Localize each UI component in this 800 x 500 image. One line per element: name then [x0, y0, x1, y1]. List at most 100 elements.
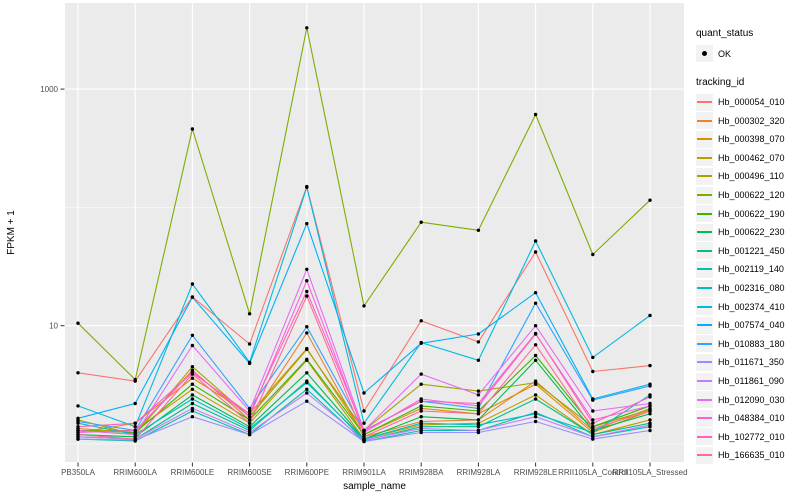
data-point: [362, 391, 366, 395]
legend-key-swatch: [696, 186, 713, 204]
data-point: [419, 372, 423, 376]
legend-key-swatch: [696, 391, 713, 409]
legend-item-label: Hb_001221_450: [718, 245, 785, 256]
legend-item-Hb_166635_010[interactable]: Hb_166635_010: [696, 446, 798, 464]
legend-item-Hb_007574_040[interactable]: Hb_007574_040: [696, 316, 798, 334]
line-swatch-icon: [697, 138, 712, 141]
legend-item-Hb_000622_120[interactable]: Hb_000622_120: [696, 186, 798, 204]
data-point: [76, 404, 80, 408]
data-point: [190, 376, 195, 380]
data-point: [247, 426, 252, 431]
data-point: [190, 409, 195, 413]
x-tick-label: RRIM901LA: [342, 468, 386, 477]
legend-item-Hb_000622_230[interactable]: Hb_000622_230: [696, 223, 798, 241]
line-swatch-icon: [697, 101, 712, 104]
legend-item-label: Hb_011861_090: [718, 376, 784, 386]
data-point: [362, 438, 366, 442]
line-swatch-icon: [697, 342, 712, 345]
data-point: [533, 239, 538, 243]
data-point: [190, 295, 195, 299]
legend-key-swatch: [696, 372, 713, 390]
data-point: [533, 112, 538, 117]
axis-labels: PB350LA RRIM600LA RRIM600LE RRIM600SE RRIM60…: [6, 85, 688, 492]
data-point: [247, 430, 252, 435]
x-tick-label: RRIM928LA: [457, 468, 501, 477]
data-point: [76, 371, 80, 375]
legend-key-swatch: [696, 93, 713, 111]
legend-item-Hb_102772_010[interactable]: Hb_102772_010: [696, 428, 798, 446]
data-point: [305, 399, 309, 403]
point-icon: [702, 51, 707, 56]
legend-item-label: Hb_000622_230: [718, 227, 785, 238]
data-point: [190, 401, 195, 406]
line-swatch-icon: [697, 268, 712, 271]
legend-item-Hb_011861_090[interactable]: Hb_011861_090: [696, 372, 798, 390]
legend-item-Hb_002374_410[interactable]: Hb_002374_410: [696, 298, 798, 316]
data-point: [247, 418, 252, 422]
data-point: [476, 404, 481, 408]
line-swatch-icon: [697, 231, 712, 234]
data-point: [133, 377, 137, 382]
line-swatch-icon: [697, 380, 712, 382]
data-point: [76, 321, 80, 325]
data-point: [419, 399, 423, 403]
data-point: [362, 409, 366, 413]
legend-item-Hb_012090_030[interactable]: Hb_012090_030: [696, 391, 798, 409]
legend-key-swatch: [696, 260, 713, 278]
data-point: [190, 372, 195, 376]
legend-item-Hb_000462_070[interactable]: Hb_000462_070: [696, 149, 798, 167]
data-point: [362, 304, 366, 308]
legend-item-Hb_000622_190[interactable]: Hb_000622_190: [696, 205, 798, 223]
data-point: [305, 279, 309, 283]
line-swatch-icon: [697, 398, 712, 401]
data-point: [648, 404, 652, 408]
data-point: [419, 426, 423, 431]
legend-item-Hb_000302_320[interactable]: Hb_000302_320: [696, 112, 798, 130]
legend-key-swatch: [696, 316, 713, 334]
data-point: [76, 432, 80, 437]
legend-item-ok[interactable]: OK: [696, 45, 798, 62]
data-point: [591, 409, 595, 413]
y-tick-label: 1000: [40, 85, 58, 94]
legend-item-label: Hb_048384_010: [718, 413, 785, 424]
legend-item-Hb_048384_010[interactable]: Hb_048384_010: [696, 409, 798, 427]
legend-item-Hb_000496_110[interactable]: Hb_000496_110: [696, 167, 798, 185]
data-point: [305, 294, 309, 298]
legend-item-label: Hb_000462_070: [718, 152, 785, 163]
data-point: [476, 228, 481, 232]
legend-item-Hb_000054_010[interactable]: Hb_000054_010: [696, 93, 798, 111]
legend-item-Hb_001221_450[interactable]: Hb_001221_450: [696, 242, 798, 260]
data-point: [591, 355, 595, 360]
legend-item-Hb_002119_140[interactable]: Hb_002119_140: [696, 260, 798, 278]
data-point: [591, 398, 595, 402]
data-point: [247, 415, 252, 419]
legend-key-swatch: [696, 279, 713, 297]
legend-item-Hb_000398_070[interactable]: Hb_000398_070: [696, 130, 798, 148]
legend-item-label: Hb_000496_110: [718, 171, 784, 182]
data-point: [190, 387, 195, 391]
data-point: [247, 342, 252, 346]
legend-item-label: Hb_011671_350: [718, 357, 784, 368]
x-tick-label: RRIM600LE: [171, 468, 215, 477]
legend-item-Hb_010883_180[interactable]: Hb_010883_180: [696, 335, 798, 353]
data-point: [190, 415, 195, 419]
line-swatch-icon: [697, 212, 712, 215]
data-point: [247, 412, 252, 416]
data-point: [190, 397, 195, 401]
data-point: [247, 421, 252, 425]
legend-item-Hb_002316_080[interactable]: Hb_002316_080: [696, 279, 798, 297]
data-point: [476, 401, 481, 406]
legend-item-label: Hb_102772_010: [718, 431, 785, 442]
data-point: [305, 26, 309, 30]
data-point: [476, 340, 481, 344]
legend: quant_status OK tracking_id Hb_000054_01…: [696, 28, 798, 465]
data-point: [362, 421, 366, 425]
legend-title-tracking-id: tracking_id: [696, 76, 745, 88]
legend-item-Hb_011671_350[interactable]: Hb_011671_350: [696, 353, 798, 371]
data-point: [476, 393, 481, 397]
data-point: [190, 393, 195, 397]
legend-item-label: Hb_012090_030: [718, 394, 785, 405]
data-point: [133, 421, 137, 425]
